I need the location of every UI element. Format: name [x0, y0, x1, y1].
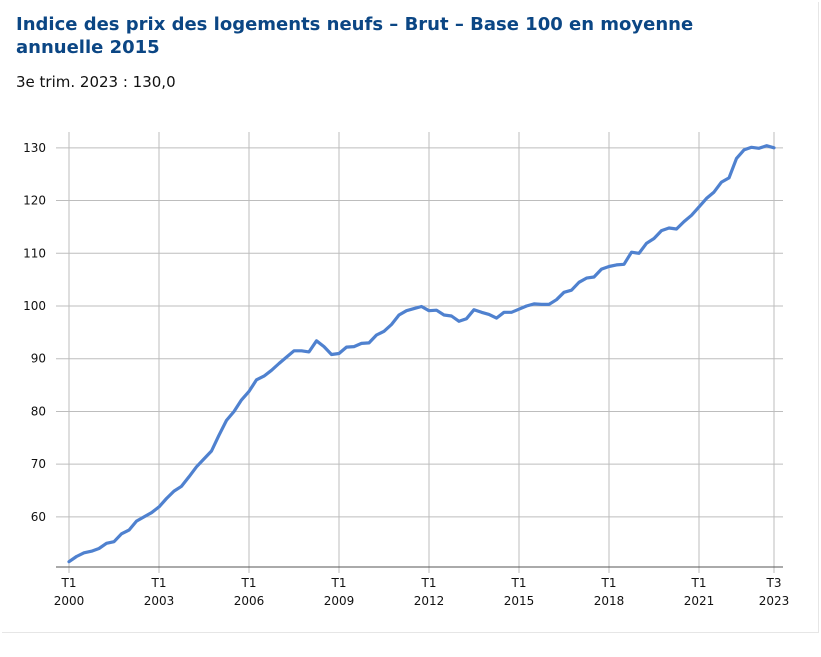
chart-subtitle: 3e trim. 2023 : 130,0: [16, 73, 176, 91]
y-tick-label: 110: [23, 246, 46, 260]
x-tick-label-year: 2021: [684, 594, 715, 608]
y-tick-label: 130: [23, 141, 46, 155]
x-tick-label-quarter: T1: [61, 576, 77, 590]
x-tick-label-year: 2023: [759, 594, 790, 608]
x-tick-label-quarter: T1: [151, 576, 167, 590]
x-tick-label-quarter: T1: [601, 576, 617, 590]
y-tick-label: 100: [23, 299, 46, 313]
x-tick-label-year: 2006: [234, 594, 265, 608]
x-tick-label-quarter: T1: [421, 576, 437, 590]
y-tick-label: 120: [23, 194, 46, 208]
x-tick-label-quarter: T1: [511, 576, 527, 590]
x-tick-label-year: 2018: [594, 594, 625, 608]
y-tick-label: 60: [31, 510, 46, 524]
x-tick-label-quarter: T1: [691, 576, 707, 590]
y-tick-label: 90: [31, 352, 46, 366]
x-tick-label-year: 2000: [54, 594, 85, 608]
x-tick-label-quarter: T1: [241, 576, 257, 590]
series-line: [67, 144, 776, 564]
x-tick-label-year: 2012: [414, 594, 445, 608]
x-tick-label-quarter: T1: [331, 576, 347, 590]
x-tick-label-year: 2015: [504, 594, 535, 608]
x-tick-label-year: 2003: [144, 594, 175, 608]
x-tick-label-quarter: T3: [766, 576, 782, 590]
y-tick-label: 80: [31, 404, 46, 418]
chart-title: Indice des prix des logements neufs – Br…: [16, 14, 694, 58]
y-tick-label: 70: [31, 457, 46, 471]
x-tick-label-year: 2009: [324, 594, 355, 608]
chart-frame: [2, 2, 819, 633]
